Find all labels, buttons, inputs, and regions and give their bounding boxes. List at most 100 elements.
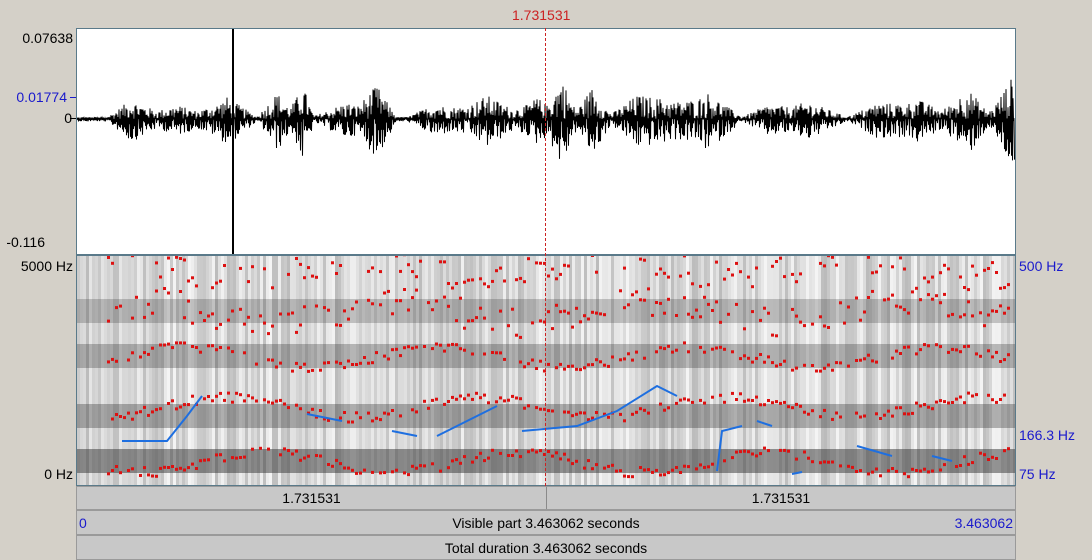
selection-right-label: 1.731531 bbox=[751, 490, 811, 506]
formant-dot bbox=[407, 345, 410, 349]
formant-dot bbox=[575, 459, 578, 463]
waveform-panel[interactable] bbox=[76, 28, 1016, 255]
formant-dot bbox=[591, 363, 594, 367]
formant-dot bbox=[299, 458, 302, 462]
formant-dot bbox=[567, 264, 570, 268]
visible-part-label: Visible part 3.463062 seconds bbox=[452, 514, 640, 531]
formant-dot bbox=[723, 277, 726, 281]
formant-dot bbox=[587, 363, 590, 367]
formant-dot bbox=[935, 400, 938, 404]
spectrogram-stripe bbox=[464, 256, 467, 485]
formant-dot bbox=[915, 352, 918, 356]
spectrogram-stripe bbox=[440, 256, 443, 485]
formant-dot bbox=[807, 412, 810, 416]
spectrogram-panel[interactable] bbox=[76, 255, 1016, 486]
formant-dot bbox=[499, 309, 502, 313]
spectrogram-stripe bbox=[770, 256, 773, 485]
formant-dot bbox=[195, 346, 198, 349]
formant-dot bbox=[867, 472, 870, 476]
spectrogram-stripe bbox=[476, 256, 479, 485]
spectrogram-stripe bbox=[401, 256, 404, 485]
formant-dot bbox=[719, 320, 722, 324]
formant-dot bbox=[463, 280, 466, 284]
formant-dot bbox=[567, 458, 570, 462]
total-duration-bar[interactable]: Total duration 3.463062 seconds bbox=[76, 535, 1016, 560]
formant-dot bbox=[387, 412, 390, 416]
spectrogram-plot bbox=[77, 256, 1015, 485]
formant-dot bbox=[511, 394, 514, 398]
formant-dot bbox=[179, 257, 182, 260]
spectrogram-band bbox=[77, 299, 1015, 323]
spectrogram-stripe bbox=[860, 256, 863, 485]
spectrogram-stripe bbox=[707, 256, 710, 485]
spectrogram-stripe bbox=[617, 256, 620, 485]
formant-dot bbox=[915, 286, 918, 290]
formant-dot bbox=[483, 316, 486, 320]
formant-dot bbox=[859, 415, 862, 419]
formant-dot bbox=[507, 398, 510, 402]
visible-part-bar[interactable]: 0 Visible part 3.463062 seconds 3.463062 bbox=[76, 510, 1016, 535]
formant-dot bbox=[147, 473, 150, 477]
spectrogram-stripe bbox=[170, 256, 173, 485]
formant-dot bbox=[307, 266, 310, 270]
formant-dot bbox=[371, 419, 374, 423]
formant-dot bbox=[971, 314, 974, 318]
spectrogram-stripe bbox=[113, 256, 116, 485]
formant-dot bbox=[131, 467, 134, 471]
time-cursor-line[interactable] bbox=[545, 28, 546, 486]
spectrogram-stripe bbox=[929, 256, 932, 485]
spectrogram-stripe bbox=[905, 256, 908, 485]
formant-dot bbox=[619, 469, 622, 473]
selection-right-segment[interactable]: 1.731531 bbox=[547, 487, 1015, 509]
formant-dot bbox=[947, 314, 950, 318]
formant-dot bbox=[667, 471, 670, 475]
formant-dot bbox=[415, 410, 418, 414]
formant-dot bbox=[907, 412, 910, 416]
formant-dot bbox=[791, 368, 794, 372]
formant-dot bbox=[931, 469, 934, 473]
spectrogram-stripe bbox=[881, 256, 884, 485]
formant-dot bbox=[663, 408, 666, 412]
formant-dot bbox=[523, 365, 526, 369]
spectrogram-stripe bbox=[284, 256, 287, 485]
selection-left-segment[interactable]: 1.731531 bbox=[77, 487, 547, 509]
formant-dot bbox=[959, 350, 962, 354]
formant-dot bbox=[243, 399, 246, 403]
formant-dot bbox=[391, 348, 394, 352]
formant-dot bbox=[851, 465, 854, 469]
formant-dot bbox=[703, 401, 706, 405]
spectrogram-stripe bbox=[821, 256, 824, 485]
formant-dot bbox=[335, 360, 338, 364]
formant-dot bbox=[947, 401, 950, 405]
formant-dot bbox=[499, 396, 502, 400]
formant-dot bbox=[491, 327, 494, 331]
spectrogram-stripe bbox=[698, 256, 701, 485]
visible-end-label: 3.463062 bbox=[954, 514, 1013, 531]
formant-dot bbox=[199, 350, 202, 354]
formant-dot bbox=[547, 362, 550, 366]
formant-dot bbox=[835, 361, 838, 365]
formant-dot bbox=[179, 466, 182, 470]
formant-dot bbox=[571, 414, 574, 418]
spectrogram-stripe bbox=[467, 256, 470, 485]
formant-dot bbox=[547, 409, 550, 413]
formant-dot bbox=[711, 347, 714, 351]
formant-dot bbox=[467, 393, 470, 397]
formant-dot bbox=[471, 278, 474, 282]
spectrogram-stripe bbox=[194, 256, 197, 485]
spectrogram-stripe bbox=[536, 256, 539, 485]
formant-dot bbox=[539, 359, 542, 363]
spectrogram-stripe bbox=[686, 256, 689, 485]
spectrogram-stripe bbox=[824, 256, 827, 485]
selection-bar[interactable]: 1.731531 1.731531 bbox=[76, 486, 1016, 510]
formant-dot bbox=[975, 273, 978, 277]
pitch-contour bbox=[756, 420, 773, 427]
formant-dot bbox=[1003, 449, 1006, 453]
formant-dot bbox=[711, 395, 714, 399]
formant-dot bbox=[659, 301, 662, 305]
formant-dot bbox=[991, 398, 994, 402]
formant-dot bbox=[195, 467, 198, 470]
formant-dot bbox=[799, 404, 802, 408]
formant-dot bbox=[867, 353, 870, 357]
formant-dot bbox=[623, 357, 626, 361]
